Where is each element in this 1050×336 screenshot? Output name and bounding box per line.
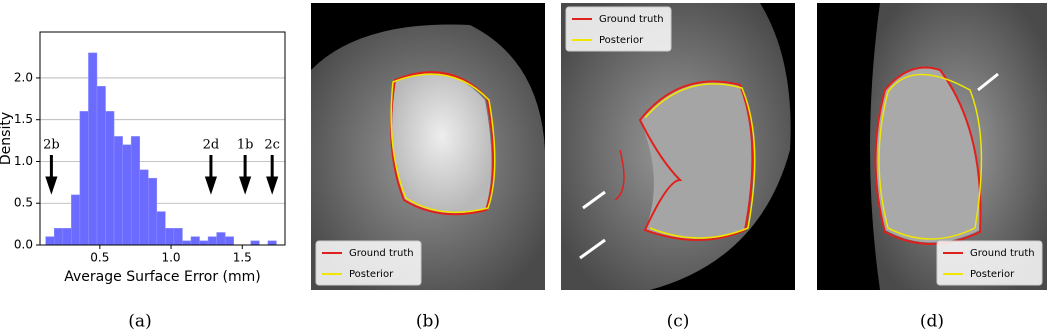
image-b <box>311 3 545 291</box>
bar <box>88 52 98 246</box>
annotation-arrow <box>239 155 252 195</box>
x-tick-label: 1.0 <box>161 251 180 265</box>
plot-frame <box>39 31 286 246</box>
annotation-label: 2d <box>203 138 220 153</box>
bar <box>207 236 217 246</box>
legend-box <box>315 240 422 286</box>
bar <box>53 228 64 246</box>
bar <box>165 228 175 246</box>
y-tick-label: 1.0 <box>14 154 33 168</box>
bar <box>216 232 226 246</box>
bar <box>224 236 234 246</box>
annotation-label: 2c <box>264 138 280 153</box>
caption: (c) <box>667 312 690 332</box>
caption: (b) <box>416 312 440 332</box>
legend-label: Ground truth <box>970 248 1035 259</box>
annotation-label: 1b <box>237 138 254 153</box>
bar <box>199 240 209 246</box>
caption: (d) <box>920 312 944 332</box>
y-axis-label: Density <box>0 112 14 165</box>
bar <box>156 211 166 246</box>
y-tick-label: 0.0 <box>14 238 33 252</box>
legend-label: Posterior <box>349 269 394 280</box>
x-tick-label: 0.5 <box>90 251 109 265</box>
legend-label: Ground truth <box>349 248 414 259</box>
legend-box <box>565 6 672 52</box>
y-tick-label: 0.5 <box>14 196 33 210</box>
bar <box>122 144 132 246</box>
annotation-arrow <box>45 155 58 195</box>
bar <box>148 177 158 246</box>
legend-label: Posterior <box>599 35 644 46</box>
bar <box>182 240 192 246</box>
bar <box>173 228 183 246</box>
bar <box>62 228 72 246</box>
y-tick-label: 1.5 <box>14 112 33 126</box>
bar <box>71 194 81 246</box>
legend-label: Ground truth <box>599 14 664 25</box>
bar <box>130 136 140 246</box>
image-d <box>817 3 1047 290</box>
caption: (a) <box>128 312 151 332</box>
bar <box>190 236 200 246</box>
bar <box>139 169 149 246</box>
bar <box>105 111 115 246</box>
x-tick-label: 1.5 <box>233 251 252 265</box>
legend-box <box>936 240 1043 286</box>
y-tick-label: 2.0 <box>14 70 33 84</box>
annotation-arrow <box>204 155 218 195</box>
bar <box>45 236 55 246</box>
annotation-arrow <box>266 155 279 195</box>
bar <box>96 86 106 246</box>
legend-label: Posterior <box>970 269 1015 280</box>
bar <box>113 136 123 246</box>
bar <box>267 240 277 246</box>
x-axis-label: Average Surface Error (mm) <box>64 269 261 285</box>
bar <box>79 111 89 246</box>
annotation-label: 2b <box>43 138 60 153</box>
bar <box>250 240 260 246</box>
